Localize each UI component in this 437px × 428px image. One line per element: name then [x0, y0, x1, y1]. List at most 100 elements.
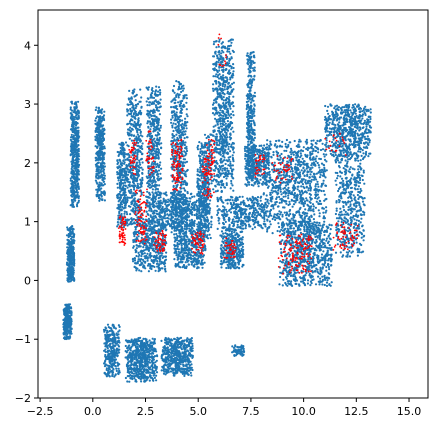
data-point	[146, 190, 149, 193]
data-point	[177, 80, 180, 84]
data-point	[124, 376, 127, 380]
data-point	[170, 106, 173, 109]
data-point	[141, 176, 144, 180]
data-point	[114, 358, 117, 361]
data-point	[161, 365, 164, 368]
data-point	[111, 346, 114, 350]
data-point	[107, 355, 111, 358]
data-point	[172, 129, 175, 133]
data-point	[183, 370, 186, 373]
data-point	[76, 177, 79, 180]
data-point	[178, 103, 181, 106]
data-point	[112, 364, 115, 367]
data-point	[131, 375, 134, 378]
data-point	[176, 121, 179, 124]
data-point	[147, 182, 151, 186]
data-point	[132, 134, 135, 137]
data-point	[140, 380, 143, 383]
data-point	[160, 355, 163, 358]
data-point	[215, 141, 218, 144]
data-point	[168, 353, 171, 356]
data-point	[69, 177, 72, 180]
data-point	[217, 61, 220, 64]
data-point	[177, 127, 180, 130]
data-point	[197, 173, 200, 177]
data-point	[157, 151, 160, 154]
data-point	[186, 339, 189, 342]
data-point	[142, 351, 145, 354]
data-point	[117, 223, 120, 226]
data-point	[128, 368, 131, 371]
data-point	[116, 336, 119, 339]
data-point	[133, 205, 137, 208]
data-point	[105, 338, 108, 341]
data-point	[217, 181, 220, 184]
data-point	[71, 123, 74, 126]
data-point	[178, 120, 182, 123]
data-point	[170, 367, 174, 370]
data-point	[129, 364, 132, 367]
data-point	[117, 214, 120, 217]
data-point	[174, 190, 177, 193]
data-point	[151, 351, 154, 354]
data-point	[176, 136, 179, 139]
data-point	[118, 184, 122, 187]
data-point	[186, 372, 189, 375]
data-point	[69, 108, 72, 111]
data-point	[96, 130, 99, 133]
data-point	[146, 135, 149, 138]
data-point	[116, 221, 119, 224]
data-point	[120, 212, 123, 216]
data-point	[72, 147, 75, 150]
data-point	[100, 198, 103, 201]
data-point	[166, 338, 169, 341]
data-point	[98, 155, 101, 158]
data-point	[97, 188, 100, 191]
data-point	[175, 111, 178, 114]
data-point	[119, 196, 122, 199]
data-point	[125, 363, 129, 366]
data-point	[129, 107, 132, 111]
data-point	[100, 187, 103, 190]
data-point	[176, 129, 179, 132]
data-point	[190, 347, 193, 350]
data-point	[133, 357, 136, 361]
data-point	[148, 104, 151, 107]
data-point	[103, 132, 106, 135]
data-point	[126, 358, 129, 361]
data-point	[71, 191, 75, 194]
data-point	[156, 139, 159, 142]
data-point	[126, 180, 129, 183]
data-point	[95, 128, 98, 132]
data-point	[188, 360, 191, 363]
data-point	[119, 182, 122, 185]
data-point	[140, 353, 143, 356]
data-point	[114, 340, 117, 344]
data-point	[152, 108, 155, 111]
data-point	[131, 195, 134, 198]
data-point	[182, 126, 185, 129]
data-point	[159, 105, 162, 108]
data-point	[185, 364, 188, 367]
data-point	[70, 170, 73, 173]
data-point	[232, 142, 235, 145]
data-point	[126, 114, 129, 117]
data-point	[129, 188, 133, 191]
data-point	[182, 187, 186, 190]
data-point	[95, 170, 98, 173]
data-point	[146, 351, 149, 354]
data-point	[160, 339, 163, 342]
data-point	[66, 246, 69, 249]
data-point	[149, 349, 152, 352]
data-point	[67, 228, 70, 231]
data-point	[159, 91, 162, 94]
data-point	[140, 358, 143, 362]
data-point	[107, 344, 110, 347]
data-point	[158, 129, 161, 132]
data-point	[151, 359, 154, 362]
data-point	[137, 198, 140, 201]
data-point	[118, 341, 121, 344]
data-point	[171, 116, 174, 119]
data-point	[113, 360, 116, 363]
data-point	[74, 148, 77, 151]
